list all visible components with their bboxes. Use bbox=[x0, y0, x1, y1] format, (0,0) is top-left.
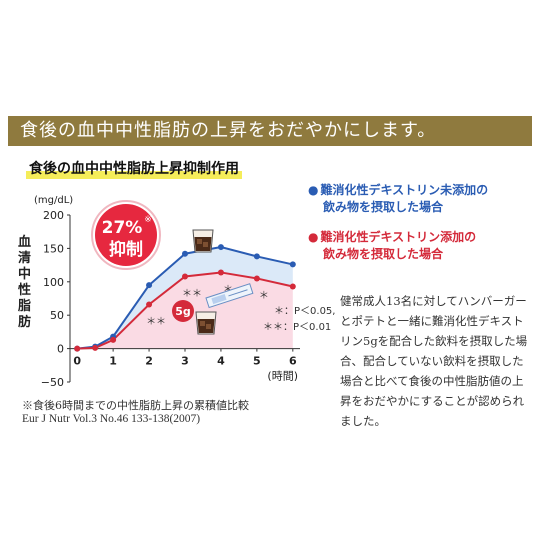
reduction-mark: ※ bbox=[144, 215, 152, 225]
between-area-fill bbox=[77, 247, 293, 349]
legend-red-line2: 飲み物を摂取した場合 bbox=[323, 247, 444, 261]
sig-legend-p05: ＊：P＜0.05, bbox=[274, 306, 335, 317]
significance-mark: ＊＊ bbox=[146, 317, 166, 328]
x-axis-label: (時間) bbox=[267, 370, 298, 383]
y-tick-label: 100 bbox=[43, 276, 64, 289]
legend-blue-dot: ● bbox=[308, 183, 319, 197]
significance-mark: ＊＊ bbox=[182, 288, 202, 299]
dose-badge: 5g bbox=[172, 300, 194, 322]
legend-red-dot: ● bbox=[308, 230, 319, 244]
data-points bbox=[74, 244, 296, 352]
significance-mark: ＊ bbox=[259, 290, 269, 301]
significance-mark: ＊ bbox=[223, 284, 233, 295]
data-point-red bbox=[253, 275, 260, 282]
data-point-blue bbox=[182, 250, 188, 257]
y-tick-label: 50 bbox=[50, 309, 64, 322]
data-point-red bbox=[289, 283, 296, 290]
x-tick-label: 1 bbox=[109, 355, 117, 368]
legend-added: ● 難消化性デキストリン添加の 飲み物を摂取した場合 bbox=[308, 229, 476, 263]
tea-glass-with-fiber-icon bbox=[195, 311, 217, 335]
y-axis-label-char: 脂 bbox=[17, 298, 31, 314]
y-axis-label-char: 性 bbox=[18, 282, 31, 298]
reduction-badge: 27% ※ 抑制 bbox=[91, 200, 161, 270]
chart-subtitle: 食後の血中中性脂肪上昇抑制作用 bbox=[26, 158, 242, 179]
y-tick-label: 0 bbox=[57, 343, 64, 356]
dose-label: 5g bbox=[175, 305, 191, 318]
legend-red-line1: 難消化性デキストリン添加の bbox=[320, 230, 477, 244]
x-tick-label: 0 bbox=[73, 355, 81, 368]
data-point-red bbox=[217, 269, 224, 276]
data-point-red bbox=[74, 345, 81, 352]
y-axis-unit: (mg/dL) bbox=[34, 195, 73, 206]
data-point-blue bbox=[289, 261, 296, 268]
x-tick-label: 4 bbox=[217, 355, 225, 368]
y-axis-label-char: 肪 bbox=[18, 314, 31, 330]
data-point-blue bbox=[217, 244, 224, 251]
data-point-red bbox=[182, 273, 188, 280]
y-tick-label: −50 bbox=[41, 376, 64, 389]
headline-banner: 食後の血中中性脂肪の上昇をおだやかにします。 bbox=[8, 116, 532, 146]
data-point-red bbox=[92, 344, 99, 351]
data-point-blue bbox=[146, 282, 153, 289]
x-tick-label: 3 bbox=[181, 355, 189, 368]
y-axis-label-char: 血 bbox=[18, 234, 31, 250]
tea-glass-icon bbox=[192, 229, 214, 253]
y-tick-label: 200 bbox=[43, 209, 64, 222]
data-point-blue bbox=[253, 253, 260, 260]
y-axis-label-char: 清 bbox=[18, 250, 31, 266]
data-point-red bbox=[146, 301, 153, 308]
legend-blue-line1: 難消化性デキストリン未添加の bbox=[320, 183, 489, 197]
powder-stick-icon bbox=[205, 283, 254, 309]
reduction-percent: 27% bbox=[102, 218, 143, 238]
reduction-label: 抑制 bbox=[109, 239, 143, 260]
series-line-blue bbox=[77, 246, 294, 350]
data-point-red bbox=[110, 336, 117, 343]
study-description: 健常成人13名に対してハンバーガーとポテトと一緒に難消化性デキストリン5gを配合… bbox=[340, 294, 528, 428]
x-tick-label: 5 bbox=[253, 355, 261, 368]
legend-blue-line2: 飲み物を摂取した場合 bbox=[323, 200, 444, 214]
y-tick-label: 150 bbox=[43, 242, 64, 255]
footnote: ※食後6時間までの中性脂肪上昇の累積値比較 bbox=[22, 399, 249, 412]
citation: Eur J Nutr Vol.3 No.46 133-138(2007) bbox=[22, 413, 201, 425]
x-tick-label: 6 bbox=[289, 355, 297, 368]
x-tick-label: 2 bbox=[145, 355, 153, 368]
y-axis-label-char: 中 bbox=[18, 266, 31, 282]
sig-legend-p01: ＊＊：P＜0.01 bbox=[263, 322, 331, 333]
legend-control: ● 難消化性デキストリン未添加の 飲み物を摂取した場合 bbox=[308, 182, 488, 216]
significance-marks: ＊＊＊＊ ＊＊ bbox=[146, 284, 269, 327]
